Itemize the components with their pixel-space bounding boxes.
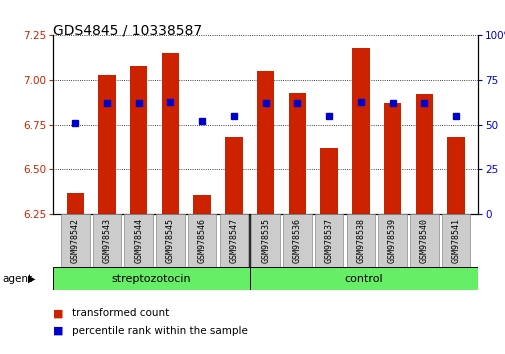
Text: GSM978546: GSM978546 xyxy=(197,218,207,263)
Text: percentile rank within the sample: percentile rank within the sample xyxy=(72,326,248,336)
Text: GSM978536: GSM978536 xyxy=(292,218,301,263)
Text: transformed count: transformed count xyxy=(72,308,169,318)
Bar xyxy=(378,214,406,267)
Text: GSM978547: GSM978547 xyxy=(229,218,238,263)
Bar xyxy=(320,148,337,214)
Text: GSM978538: GSM978538 xyxy=(356,218,365,263)
Text: ■: ■ xyxy=(53,326,64,336)
Text: GSM978544: GSM978544 xyxy=(134,218,143,263)
Text: streptozotocin: streptozotocin xyxy=(112,274,191,284)
Text: GSM978541: GSM978541 xyxy=(450,218,460,263)
Bar xyxy=(130,66,147,214)
Bar xyxy=(415,95,432,214)
Bar xyxy=(92,214,121,267)
Bar xyxy=(441,214,469,267)
Text: GSM978540: GSM978540 xyxy=(419,218,428,263)
Bar xyxy=(251,214,279,267)
Text: GSM978545: GSM978545 xyxy=(166,218,175,263)
Bar xyxy=(187,214,216,267)
Bar xyxy=(219,214,248,267)
Bar xyxy=(53,267,249,290)
Bar xyxy=(162,53,179,214)
Bar xyxy=(124,214,153,267)
Text: GDS4845 / 10338587: GDS4845 / 10338587 xyxy=(53,23,202,37)
Text: agent: agent xyxy=(3,274,33,284)
Text: control: control xyxy=(344,274,382,284)
Text: GSM978542: GSM978542 xyxy=(71,218,80,263)
Bar xyxy=(61,214,89,267)
Bar xyxy=(409,214,438,267)
Bar xyxy=(67,193,84,214)
Text: ▶: ▶ xyxy=(28,274,35,284)
Bar xyxy=(314,214,343,267)
Bar xyxy=(383,103,400,214)
Text: GSM978535: GSM978535 xyxy=(261,218,270,263)
Text: GSM978537: GSM978537 xyxy=(324,218,333,263)
Bar xyxy=(225,137,242,214)
Text: ■: ■ xyxy=(53,308,64,318)
Text: GSM978543: GSM978543 xyxy=(103,218,111,263)
Bar xyxy=(156,214,184,267)
Bar xyxy=(282,214,311,267)
Bar xyxy=(446,137,464,214)
Bar xyxy=(193,194,211,214)
Bar xyxy=(98,75,116,214)
Bar xyxy=(257,71,274,214)
Bar xyxy=(288,93,306,214)
Bar xyxy=(351,48,369,214)
Bar xyxy=(249,267,477,290)
Bar xyxy=(346,214,374,267)
Text: GSM978539: GSM978539 xyxy=(387,218,396,263)
